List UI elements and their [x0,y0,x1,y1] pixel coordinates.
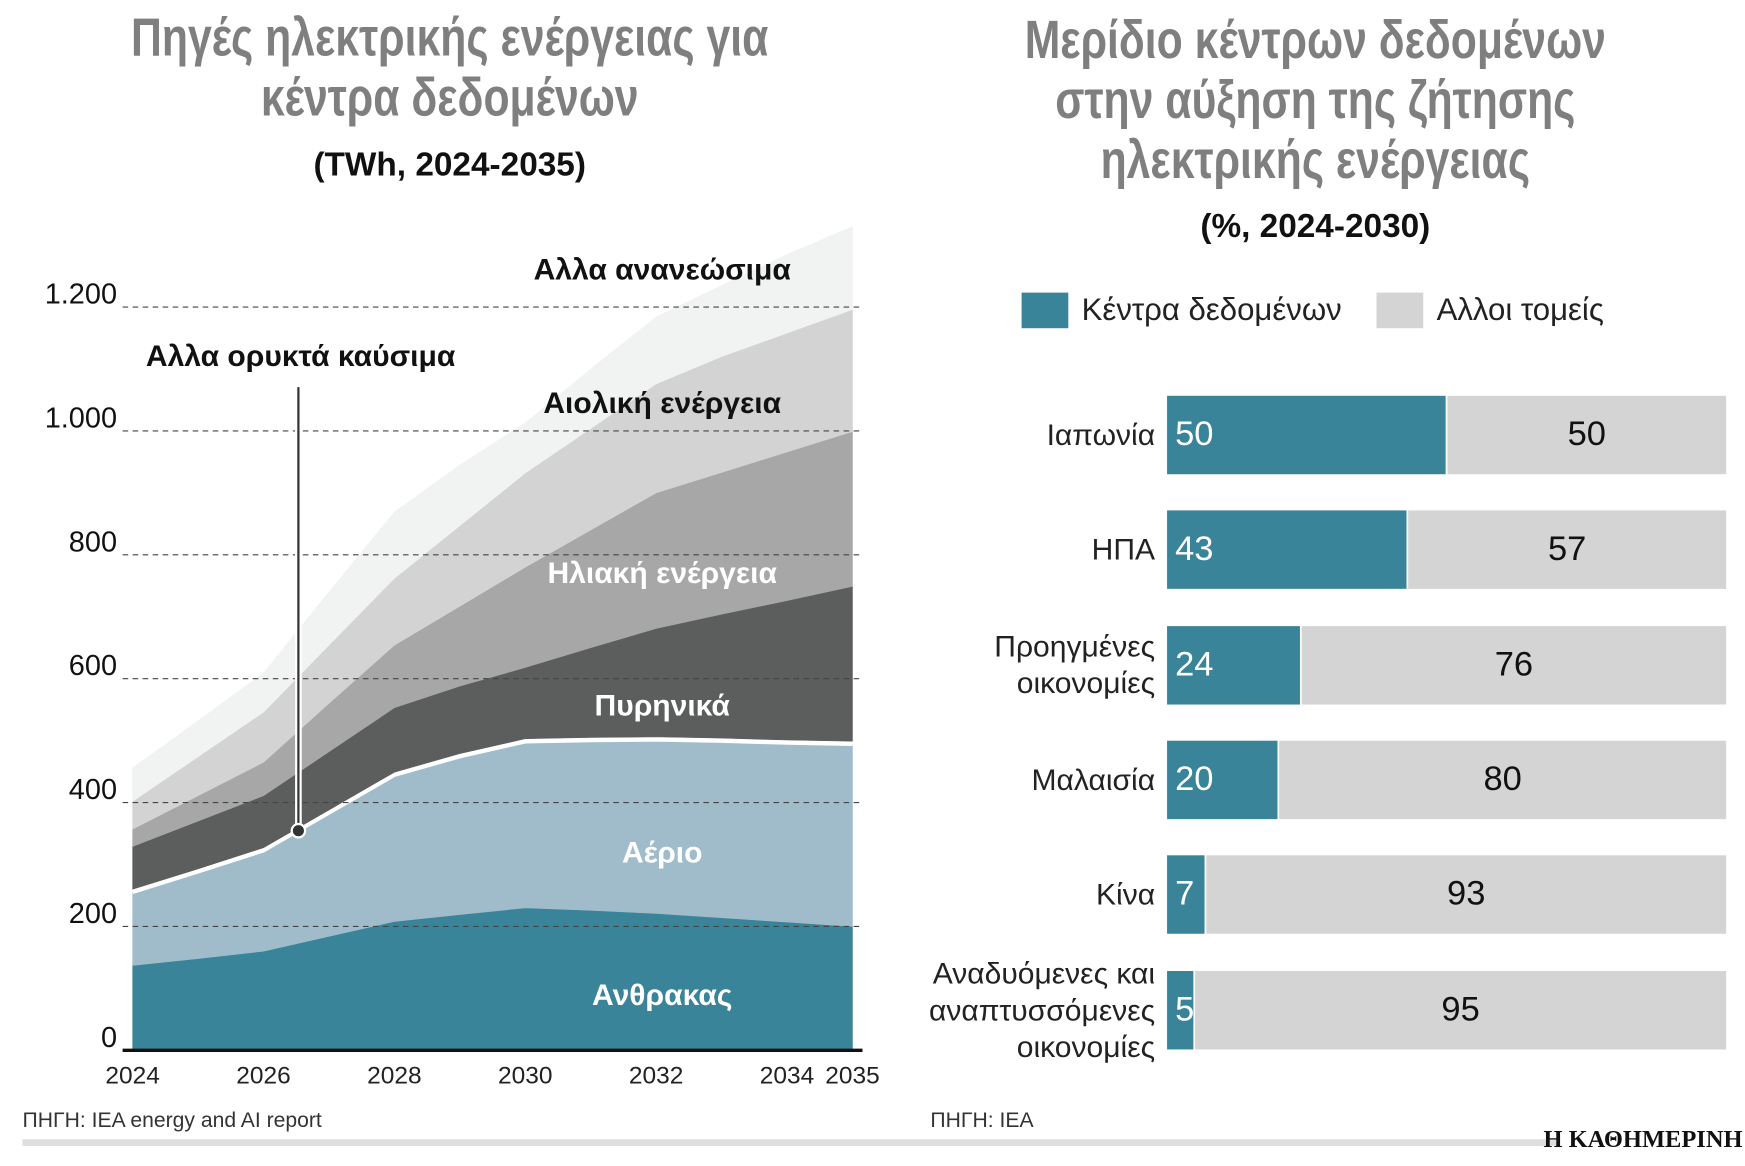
bar [1165,508,1409,591]
area-label: Αέριο [622,836,703,869]
category-label: Κίνα [1095,877,1156,911]
brand-logo: Η ΚΑΘΗΜΕΡΙΝΗ [1543,1126,1742,1153]
bar [1445,394,1728,476]
pointer-dot [290,822,307,839]
value-label: 50 [1568,415,1606,453]
category-box: Προηγμένες οικονομίες [994,629,1156,700]
y-tick-label: 1.000 [45,402,117,434]
bar [1165,739,1280,821]
x-tick-label: 2032 [629,1062,683,1089]
legend-swatch [1021,292,1069,329]
area-label: Αλλα ανανεώσιμα [534,253,792,286]
areas [132,226,853,1051]
bar [1165,624,1302,707]
value-label: 93 [1447,875,1485,913]
bar [1165,969,1196,1052]
category-label: Αναδυόμενες και αναπτυσσόμενες οικονομίε… [928,956,1156,1064]
y-tick-label: 400 [69,774,117,806]
title-box: Πηγές ηλεκτρικής ενέργειας για κέντρα δε… [131,8,769,128]
x-tick-label: 2026 [236,1062,290,1089]
x-tick-label: 2024 [105,1062,159,1089]
category-label: Ιαπωνία [1046,417,1156,452]
y-tick-label: 600 [69,650,117,682]
area-label: Αιολική ενέργεια [543,387,781,420]
x-tick-label: 2030 [498,1062,552,1089]
value-label: 57 [1548,530,1586,568]
value-label: 24 [1175,646,1213,684]
y-tick-label: 1.200 [45,279,117,311]
legend-label: Αλλοι τομείς [1437,292,1604,327]
legend-swatch [1376,292,1424,329]
bar [1406,508,1728,591]
x-tick-label: 2034 [760,1062,814,1089]
category-box: Κίνα [1095,877,1156,911]
value-label: 20 [1175,760,1213,798]
boundary-line [132,738,853,894]
category-box: ΗΠΑ [1091,532,1156,566]
bar [1193,969,1728,1052]
category-box: Αναδυόμενες και αναπτυσσόμενες οικονομίε… [928,956,1156,1064]
title-box: Μερίδιο κέντρων δεδομένων στην αύξηση τη… [1024,11,1606,191]
value-label: 7 [1175,875,1194,913]
x-tick-label: 2035 [825,1062,879,1089]
value-label: 95 [1441,990,1479,1028]
area-label: Ανθρακας [592,979,732,1012]
value-label: 50 [1175,415,1213,453]
category-label: Προηγμένες οικονομίες [994,629,1156,700]
value-label: 5 [1175,990,1194,1028]
value-label: 43 [1175,530,1213,568]
legend-label: Κέντρα δεδομένων [1082,292,1342,327]
y-tick-label: 800 [69,526,117,558]
category-label: ΗΠΑ [1091,532,1156,566]
source: ΠΗΓΗ: IEA energy and AI report [22,1109,321,1132]
chart-title: Μερίδιο κέντρων δεδομένων στην αύξηση τη… [1024,11,1606,191]
bar [1299,624,1728,707]
value-label: 80 [1483,760,1521,798]
chart-title: Πηγές ηλεκτρικής ενέργειας για κέντρα δε… [131,8,769,128]
area-label: Αλλα ορυκτά καύσιμα [146,340,456,373]
bar [1204,853,1728,936]
y-tick-label: 200 [69,898,117,930]
chart-subtitle: (TWh, 2024-2035) [313,147,586,184]
category-label: Μαλαισία [1031,762,1156,797]
chart-subtitle: (%, 2024-2030) [1200,208,1430,245]
bar [1165,394,1448,476]
footer-rule [22,1139,1558,1146]
category-box: Ιαπωνία [1046,417,1156,452]
area-label: Πυρηνικά [595,690,731,723]
area-label: Ηλιακή ενέργεια [547,557,777,590]
bar [1277,739,1728,821]
value-label: 76 [1495,646,1533,684]
area [132,226,853,802]
x-tick-label: 2028 [367,1062,421,1089]
category-box: Μαλαισία [1031,762,1156,797]
y-tick-label: 0 [101,1022,117,1054]
source: ΠΗΓΗ: IEA [930,1109,1034,1132]
bar [1165,853,1207,936]
